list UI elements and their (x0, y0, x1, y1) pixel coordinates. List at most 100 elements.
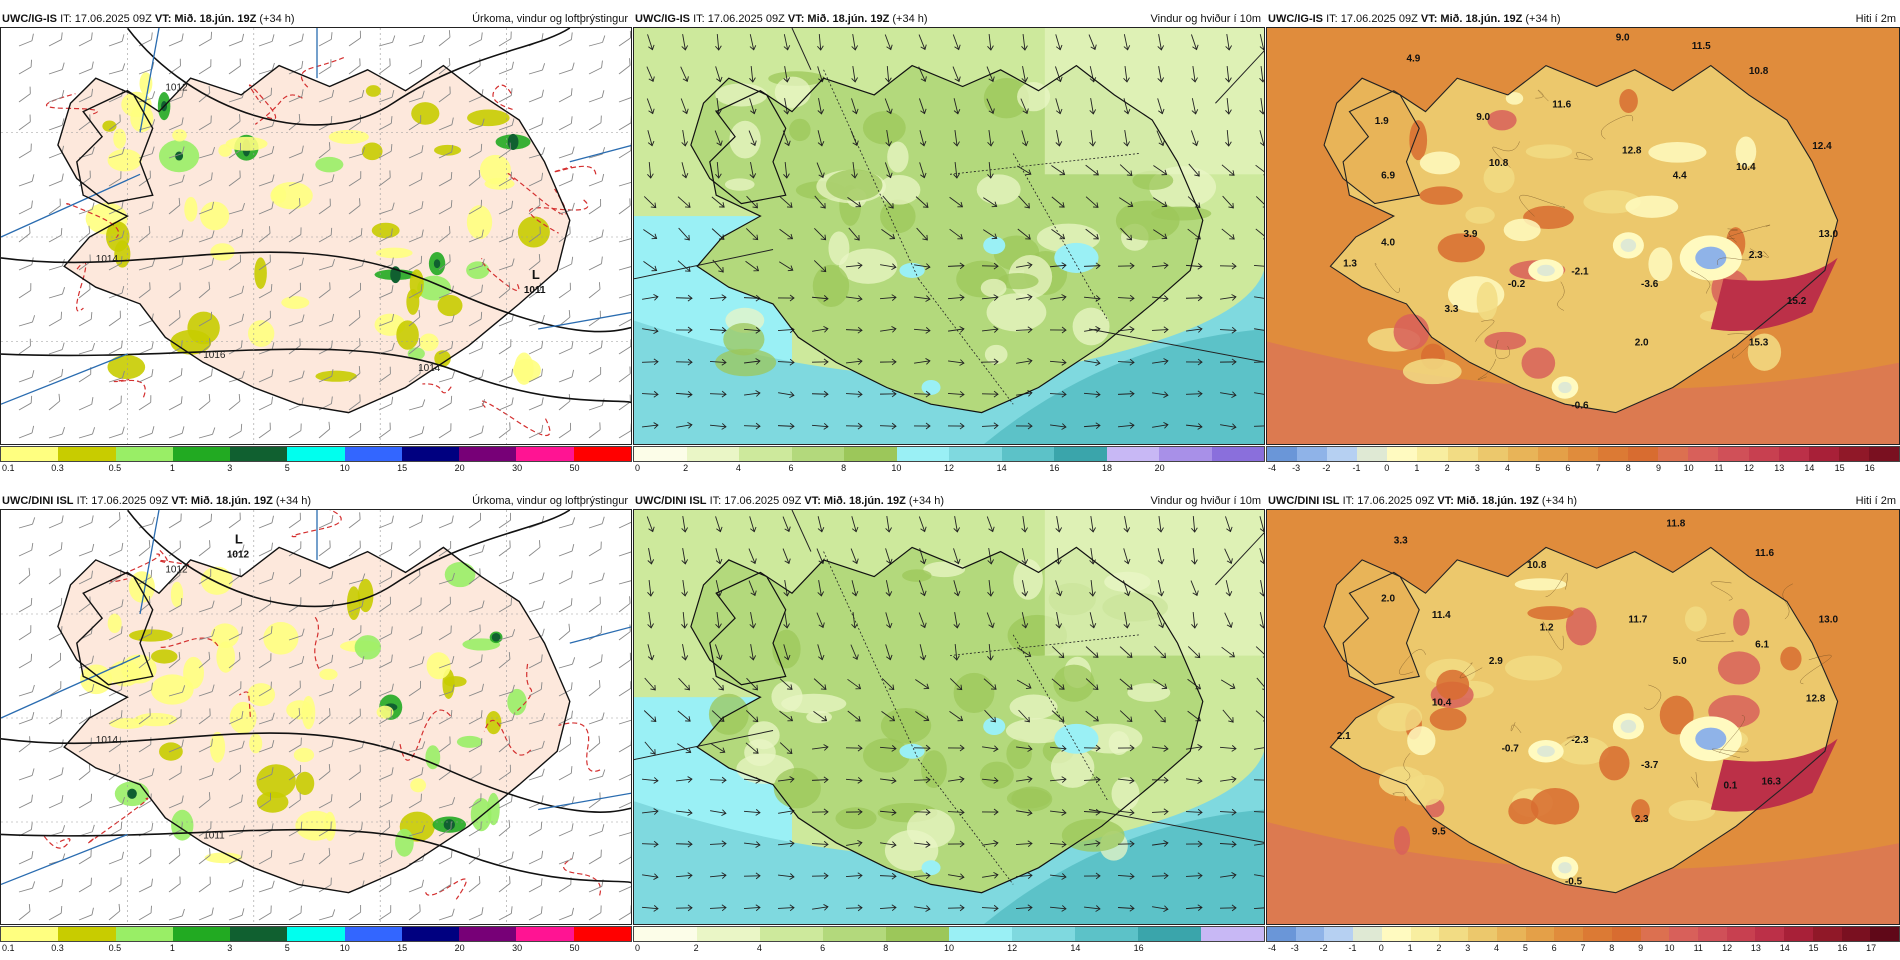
temperature-patch (1504, 219, 1541, 241)
legend-swatch (1201, 927, 1264, 941)
glacier-cold-core (1537, 746, 1555, 757)
temperature-label: 3.3 (1394, 535, 1408, 546)
precip-cell (366, 85, 381, 97)
temperature-label: 16.3 (1762, 777, 1782, 788)
panel-header: UWC/IG-IS IT: 17.06.2025 09Z VT: Mið. 18… (633, 10, 1265, 27)
wind-speed-patch (887, 142, 908, 173)
temperature-label: -0.7 (1502, 743, 1520, 754)
temperature-patch (1394, 314, 1430, 350)
precip-cell (151, 649, 178, 663)
legend-swatch (1870, 927, 1899, 941)
temperature-patch (1648, 247, 1672, 281)
temp-panel: UWC/DINI ISL IT: 17.06.2025 09Z VT: Mið.… (1266, 492, 1900, 960)
legend-tick-label: 8 (1609, 943, 1614, 953)
legend-tick-label: 0.5 (109, 463, 122, 473)
model-name: UWC/IG-IS (1268, 13, 1323, 25)
legend-tick-label: -3 (1291, 943, 1299, 953)
valid-time: VT: Mið. 18.jún. 19Z (155, 13, 256, 25)
precip-core (444, 819, 455, 830)
legend-swatch (739, 447, 792, 461)
legend-swatch (1324, 927, 1353, 941)
legend-tick-label: 3 (227, 943, 232, 953)
legend-swatch (345, 927, 402, 941)
precip-cell (480, 155, 511, 184)
wind-speed-patch (744, 739, 776, 766)
isobar-label: 1011 (203, 831, 225, 842)
legend-tick-label: 8 (1626, 463, 1631, 473)
precip-cell (172, 129, 187, 141)
legend-swatch (1526, 927, 1555, 941)
init-time: IT: 17.06.2025 09Z (693, 13, 785, 25)
lead-time: (+34 h) (276, 495, 311, 507)
temperature-label: 1.9 (1375, 116, 1389, 127)
glacier-wind (922, 860, 941, 875)
temperature-patch (1407, 726, 1435, 755)
legend-colorbar (1266, 926, 1900, 942)
legend-tick-label: 20 (455, 463, 465, 473)
wind-speed-patch (977, 174, 1021, 204)
low-pressure-value: 1012 (227, 549, 250, 560)
legend-swatch (634, 927, 697, 941)
temperature-patch (1527, 606, 1573, 620)
valid-time: VT: Mið. 18.jún. 19Z (804, 495, 905, 507)
legend-tick-label: 4 (736, 463, 741, 473)
legend-tick-label: 13 (1751, 943, 1761, 953)
legend-tick-label: 0.1 (2, 943, 15, 953)
legend-swatch (1688, 447, 1718, 461)
legend-tick-label: 2 (1436, 943, 1441, 953)
isobar-label: 1014 (418, 363, 441, 374)
wind-panel: UWC/DINI ISL IT: 17.06.2025 09Z VT: Mið.… (633, 492, 1265, 960)
wind-speed-patch (1073, 308, 1110, 346)
panel-header: UWC/DINI ISL IT: 17.06.2025 09Z VT: Mið.… (1266, 492, 1900, 509)
legend-swatch (516, 927, 573, 941)
legend-tick-label: 15 (1835, 463, 1845, 473)
legend-swatch (1784, 927, 1813, 941)
valid-time: VT: Mið. 18.jún. 19Z (1421, 13, 1522, 25)
temperature-label: 2.1 (1337, 731, 1351, 742)
temperature-patch (1477, 282, 1498, 321)
wind-speed-patch (1006, 738, 1031, 769)
legend-swatch (1075, 927, 1138, 941)
temperature-label: 15.3 (1749, 338, 1769, 349)
map-area (633, 27, 1265, 445)
temperature-label: 10.8 (1749, 66, 1769, 77)
temperature-label: 11.5 (1692, 41, 1711, 52)
legend-tick-label: 13 (1774, 463, 1784, 473)
temperature-patch (1685, 606, 1707, 631)
init-time: IT: 17.06.2025 09Z (77, 495, 169, 507)
legend-swatch (1568, 447, 1598, 461)
legend-swatch (634, 447, 687, 461)
legend-tick-label: 1 (1414, 463, 1419, 473)
temperature-label: 1.3 (1343, 258, 1357, 269)
legend-tick-label: 14 (1070, 943, 1080, 953)
legend-swatch (574, 927, 631, 941)
temperature-label: 12.8 (1622, 145, 1642, 156)
precip-cell (151, 674, 194, 704)
precip-cell (294, 748, 314, 762)
temperature-patch (1668, 800, 1715, 821)
wind-speed-patch (1013, 559, 1043, 600)
glacier-cold-core (1695, 728, 1726, 750)
temperature-label: 2.3 (1635, 814, 1649, 825)
wind-speed-patch (1053, 665, 1094, 702)
legend-tick-label: 2 (1445, 463, 1450, 473)
legend-tick-label: 10 (944, 943, 954, 953)
legend-tick-label: 3 (227, 463, 232, 473)
wind-speed-patch (954, 673, 995, 713)
legend-tick-label: 6 (788, 463, 793, 473)
temperature-patch (1718, 651, 1760, 684)
legend-tick-label: 12 (944, 463, 954, 473)
temperature-patch (1436, 670, 1469, 700)
legend-colorbar (633, 446, 1265, 462)
temperature-label: 10.4 (1736, 162, 1756, 173)
legend-swatch (1538, 447, 1568, 461)
light-wind-north (1045, 510, 1265, 656)
legend-swatch (58, 447, 115, 461)
glacier-cold-core (1621, 720, 1637, 733)
legend-tick-label: 0.3 (51, 463, 64, 473)
wind-speed-patch (774, 768, 821, 808)
legend-tick-label: 14 (997, 463, 1007, 473)
legend-swatch (1755, 927, 1784, 941)
low-pressure-symbol: L (235, 531, 243, 546)
